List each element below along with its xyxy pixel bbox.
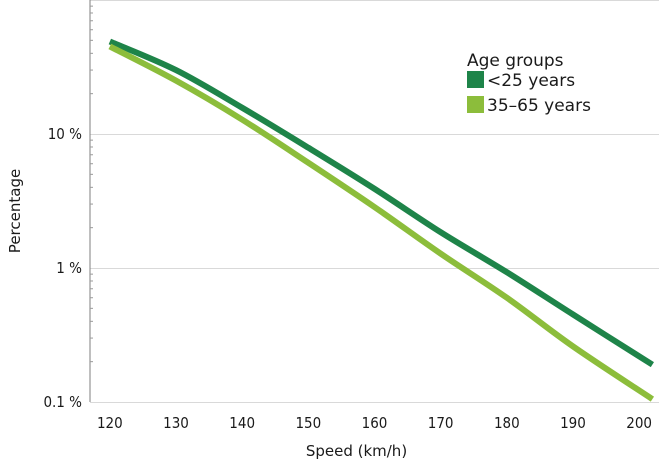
legend: Age groups <25 years 35–65 years [467, 51, 591, 116]
series-line-0 [108, 38, 654, 368]
x-tick-label: 140 [229, 414, 255, 432]
legend-swatch [467, 71, 484, 88]
x-tick-label: 170 [428, 414, 454, 432]
y-axis-title: Percentage [6, 169, 24, 253]
x-tick-label: 180 [494, 414, 520, 432]
y-minor-ticks [90, 5, 93, 363]
x-tick-label: 120 [97, 414, 123, 432]
x-tick-labels: 120 130 140 150 160 170 180 190 200 [97, 414, 652, 432]
y-tick-label: 1 % [56, 259, 82, 277]
legend-items: <25 years 35–65 years [467, 71, 591, 116]
y-tick-labels: 0.1 % 1 % 10 % [43, 125, 82, 411]
legend-swatch [467, 96, 484, 113]
x-axis-title: Speed (km/h) [306, 442, 407, 460]
series-line-1 [108, 43, 655, 402]
series [108, 38, 655, 402]
x-tick-label: 150 [295, 414, 321, 432]
y-tick-label: 10 % [48, 125, 82, 143]
legend-label: 35–65 years [487, 96, 591, 116]
legend-label: <25 years [487, 71, 575, 91]
x-tick-label: 130 [163, 414, 189, 432]
x-tick-label: 200 [626, 414, 652, 432]
y-tick-label: 0.1 % [43, 393, 82, 411]
x-tick-label: 190 [560, 414, 586, 432]
grid [90, 0, 659, 403]
legend-title: Age groups [467, 51, 564, 71]
x-tick-label: 160 [362, 414, 388, 432]
